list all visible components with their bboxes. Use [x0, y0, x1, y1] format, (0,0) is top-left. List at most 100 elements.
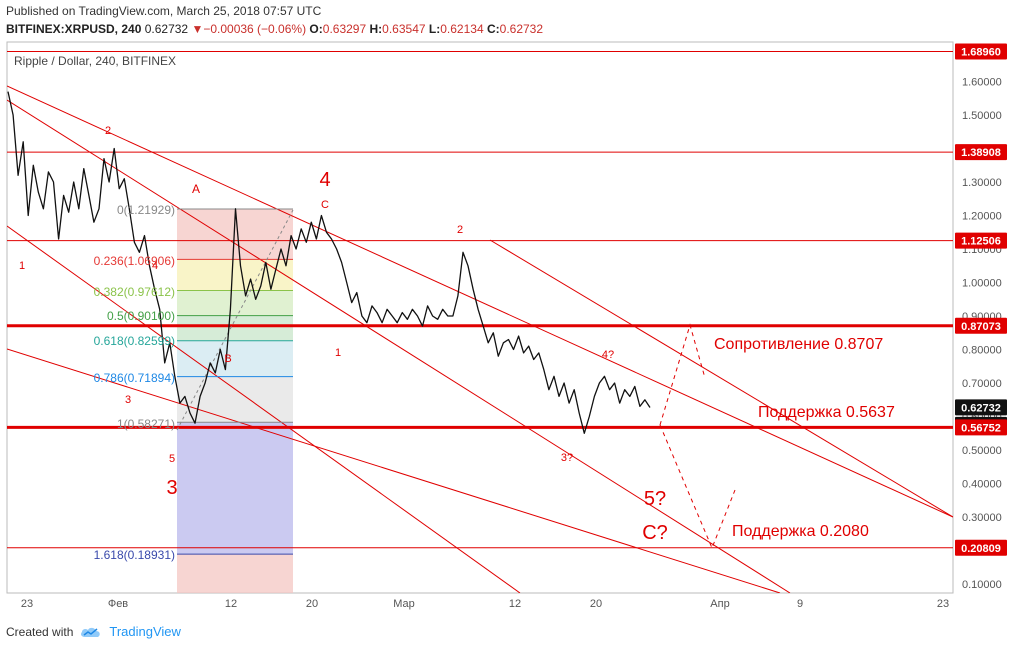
- y-tick-1: 1.50000: [962, 110, 1002, 122]
- x-tick-8: 9: [797, 598, 803, 610]
- wave-label-1: 1: [19, 260, 25, 272]
- fib-retracement-zones: [177, 209, 293, 593]
- fib-label-0618: 0.618(0.82599): [94, 334, 175, 348]
- price-tag-bg-2: [955, 232, 1007, 249]
- wave-labels: 2 1 A 4 C 4 3 B 5 3 1 2 4? 3? 5? C?: [19, 125, 668, 544]
- high-value: 0.63547: [382, 22, 426, 36]
- wave-label-7: B: [224, 353, 231, 365]
- symbol-line: BITFINEX:XRPUSD, 240 0.62732 ▼−0.00036 (…: [6, 22, 543, 36]
- price-tag-0: 1.68960: [961, 46, 1001, 58]
- channel-line-2: [7, 348, 781, 593]
- x-tick-9: 23: [937, 598, 949, 610]
- high-label: H:: [369, 22, 383, 36]
- y-tick-6: 1.00000: [962, 278, 1002, 290]
- y-tick-0: 1.60000: [962, 77, 1002, 89]
- footer: Created with TradingView: [6, 624, 181, 639]
- open-value: 0.63297: [322, 22, 367, 36]
- low-label: L:: [428, 22, 441, 36]
- wave-label-10: 1: [335, 347, 341, 359]
- price-tag-bg-3: [955, 317, 1007, 334]
- fib-zone-6: [177, 422, 293, 555]
- x-tick-5: 12: [509, 598, 521, 610]
- x-tick-6: 20: [590, 598, 602, 610]
- fib-zone-1: [177, 259, 293, 291]
- y-tick-15: 0.10000: [962, 579, 1002, 591]
- wave-label-8: 5: [169, 453, 175, 465]
- wave-label-11: 2: [457, 224, 463, 236]
- wave-projection: [659, 323, 736, 550]
- close-label: C:: [486, 22, 500, 36]
- wave-label-0: 2: [105, 125, 111, 137]
- fib-zone-4: [177, 340, 293, 377]
- fib-label-05: 0.5(0.90100): [107, 309, 175, 323]
- low-value: 0.62134: [440, 22, 484, 36]
- price-tag-bg-4: [955, 399, 1007, 416]
- tradingview-logo-icon: [81, 627, 101, 637]
- x-axis: 23 Фев 12 20 Мар 12 20 Апр 9 23: [21, 598, 949, 610]
- y-tick-9: 0.70000: [962, 378, 1002, 390]
- y-tick-3: 1.30000: [962, 177, 1002, 189]
- chart-title: Ripple / Dollar, 240, BITFINEX: [14, 54, 176, 68]
- open-label: O:: [309, 22, 323, 36]
- fib-label-0236: 0.236(1.06906): [94, 254, 175, 268]
- annotation-support-1: Поддержка 0.5637: [758, 404, 895, 421]
- price-series: [7, 91, 651, 434]
- price-change: ▼−0.00036 (−0.06%): [191, 22, 307, 36]
- price-tag-bg-0: [955, 43, 1007, 60]
- x-tick-1: Фев: [108, 598, 128, 610]
- price-tag-7: 0.20809: [961, 543, 1001, 555]
- fib-lines: [176, 208, 294, 555]
- wave-label-9: 3: [166, 477, 177, 499]
- last-price: 0.62732: [144, 22, 189, 36]
- wave-label-6: 3: [125, 394, 131, 406]
- channel-line-0: [7, 85, 953, 518]
- fib-label-0382: 0.382(0.97612): [94, 285, 175, 299]
- fib-zone-5: [177, 376, 293, 423]
- close-value: 0.62732: [499, 22, 544, 36]
- wave-label-14: 5?: [644, 488, 666, 510]
- price-tag-bg-7: [955, 539, 1007, 556]
- fib-zone-extension: [177, 554, 293, 593]
- channel-line-4: [489, 239, 953, 518]
- created-with-label: Created with: [6, 624, 74, 639]
- x-tick-2: 12: [225, 598, 237, 610]
- fib-label-0: 0(1.21929): [117, 203, 175, 217]
- y-tick-8: 0.80000: [962, 345, 1002, 357]
- y-tick-12: 0.40000: [962, 479, 1002, 491]
- price-tags: 1.689601.389081.125060.870730.6273203:05…: [955, 43, 1007, 556]
- symbol: BITFINEX:XRPUSD, 240: [6, 22, 142, 36]
- wave-label-5: 4: [152, 260, 158, 272]
- price-tag-2: 1.12506: [961, 236, 1001, 248]
- price-tag-3: 0.87073: [961, 321, 1001, 333]
- channel-line-1: [7, 225, 521, 593]
- fib-zone-3: [177, 315, 293, 341]
- projection-up: [659, 323, 706, 426]
- x-tick-7: Апр: [710, 598, 729, 610]
- wave-label-4: C: [321, 199, 329, 211]
- annotation-support-2: Поддержка 0.2080: [732, 523, 869, 540]
- channel-line-3: [7, 99, 791, 593]
- wave-label-13: 3?: [561, 452, 573, 464]
- published-line: Published on TradingView.com, March 25, …: [6, 4, 322, 18]
- fib-label-1: 1(0.58271): [117, 417, 175, 431]
- price-tag-6: 0.56752: [961, 422, 1001, 434]
- horizontal-levels: [7, 50, 953, 549]
- wave-label-2: A: [192, 182, 200, 196]
- wave-label-3: 4: [319, 169, 330, 191]
- y-tick-11: 0.50000: [962, 445, 1002, 457]
- trend-channels: [7, 85, 953, 593]
- annotation-resistance: Сопротивление 0.8707: [714, 336, 883, 353]
- y-tick-4: 1.20000: [962, 211, 1002, 223]
- wave-label-12: 4?: [602, 349, 614, 361]
- price-tag-bg-1: [955, 144, 1007, 161]
- tradingview-brand[interactable]: TradingView: [109, 624, 181, 639]
- price-line: [7, 91, 651, 434]
- x-tick-0: 23: [21, 598, 33, 610]
- x-tick-4: Мар: [393, 598, 415, 610]
- price-tag-1: 1.38908: [961, 147, 1001, 159]
- fib-label-1618: 1.618(0.18931): [94, 548, 175, 562]
- price-tag-4: 0.62732: [961, 402, 1001, 414]
- price-tag-bg-6: [955, 419, 1007, 436]
- x-tick-3: 20: [306, 598, 318, 610]
